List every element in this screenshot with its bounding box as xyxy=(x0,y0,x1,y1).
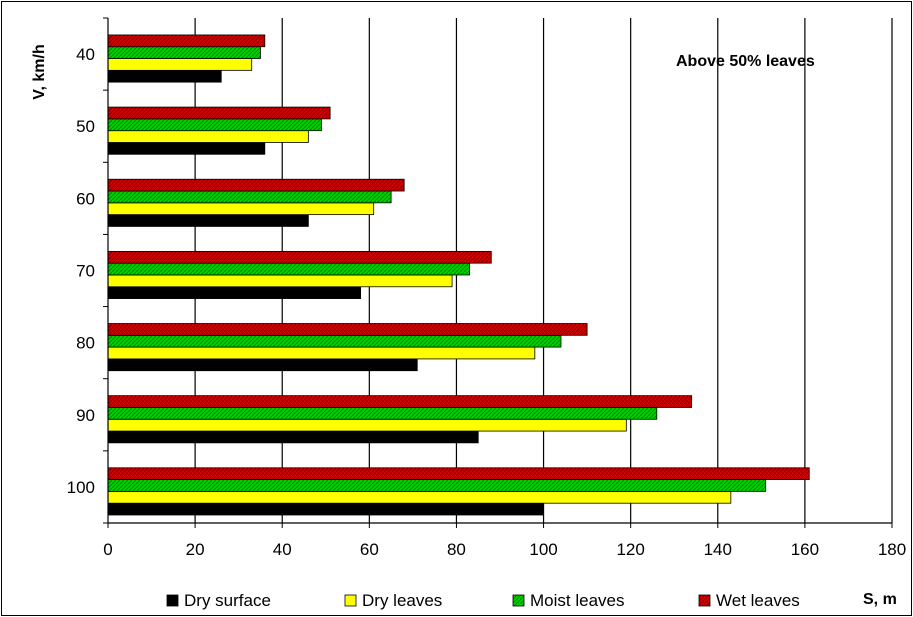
legend-label-moist-leaves: Moist leaves xyxy=(530,591,624,610)
bar-dry-surface-80 xyxy=(107,358,418,372)
legend-label-dry-leaves: Dry leaves xyxy=(362,591,442,610)
x-tick-label: 40 xyxy=(273,540,292,559)
bar-moist-leaves-70 xyxy=(107,262,470,276)
x-tick-label: 20 xyxy=(186,540,205,559)
bar-wet-leaves-40 xyxy=(107,34,266,48)
bar-dry-leaves-40 xyxy=(107,58,253,71)
bar-wet-leaves-70 xyxy=(107,250,492,264)
bar-dry-surface-40 xyxy=(107,69,222,83)
bar-wet-leaves-80 xyxy=(107,323,588,336)
y-tick-label: 100 xyxy=(67,478,95,497)
bar-dry-surface-60 xyxy=(107,214,309,227)
legend: Dry surface Dry leaves Moist leaves Wet lea… xyxy=(166,591,800,610)
annotation-label: Above 50% leaves xyxy=(676,53,815,70)
y-tick-labels: 40 50 60 70 80 90 100 xyxy=(67,45,95,497)
x-tick-label: 100 xyxy=(529,540,557,559)
bar-dry-surface-50 xyxy=(107,142,266,155)
axes xyxy=(103,17,893,528)
x-axis-title: S, m xyxy=(863,591,897,608)
x-tick-label: 160 xyxy=(791,540,819,559)
y-axis-title: V, km/h xyxy=(31,44,48,99)
x-tick-label: 0 xyxy=(103,540,112,559)
bar-wet-leaves-60 xyxy=(107,178,405,192)
bar-moist-leaves-80 xyxy=(107,334,562,348)
y-tick-label: 40 xyxy=(76,45,95,64)
bar-dry-leaves-90 xyxy=(107,418,627,432)
x-tick-labels: 0 20 40 60 80 100 120 140 160 180 xyxy=(103,540,906,559)
bar-moist-leaves-100 xyxy=(107,479,767,492)
bar-moist-leaves-50 xyxy=(107,118,322,132)
y-tick-label: 80 xyxy=(76,334,95,353)
bar-wet-leaves-100 xyxy=(107,467,810,480)
bar-moist-leaves-90 xyxy=(107,407,658,420)
bar-dry-leaves-100 xyxy=(107,490,732,504)
bar-dry-leaves-70 xyxy=(107,274,453,288)
bar-wet-leaves-50 xyxy=(107,106,331,120)
x-tick-label: 180 xyxy=(878,540,906,559)
legend-swatch-moist-leaves xyxy=(512,594,525,607)
y-tick-label: 60 xyxy=(76,189,95,208)
bar-dry-surface-90 xyxy=(107,430,479,444)
bar-dry-surface-100 xyxy=(107,502,544,516)
x-tick-label: 60 xyxy=(360,540,379,559)
y-tick-label: 90 xyxy=(76,406,95,425)
legend-swatch-dry-leaves xyxy=(344,594,357,607)
legend-label-dry-surface: Dry surface xyxy=(184,591,271,610)
y-tick-label: 70 xyxy=(76,262,95,281)
bar-wet-leaves-90 xyxy=(107,395,693,408)
legend-swatch-dry-surface xyxy=(166,594,179,607)
y-tick-label: 50 xyxy=(76,117,95,136)
legend-swatch-wet-leaves xyxy=(698,594,711,607)
bar-dry-leaves-80 xyxy=(107,346,536,360)
bar-moist-leaves-60 xyxy=(107,190,392,204)
x-tick-label: 120 xyxy=(616,540,644,559)
legend-label-wet-leaves: Wet leaves xyxy=(716,591,800,610)
bar-dry-leaves-50 xyxy=(107,130,309,143)
bar-dry-surface-70 xyxy=(107,286,362,299)
x-tick-label: 80 xyxy=(447,540,466,559)
bar-moist-leaves-40 xyxy=(107,46,261,59)
bar-dry-leaves-60 xyxy=(107,202,375,216)
x-tick-label: 140 xyxy=(704,540,732,559)
bars xyxy=(107,34,810,516)
